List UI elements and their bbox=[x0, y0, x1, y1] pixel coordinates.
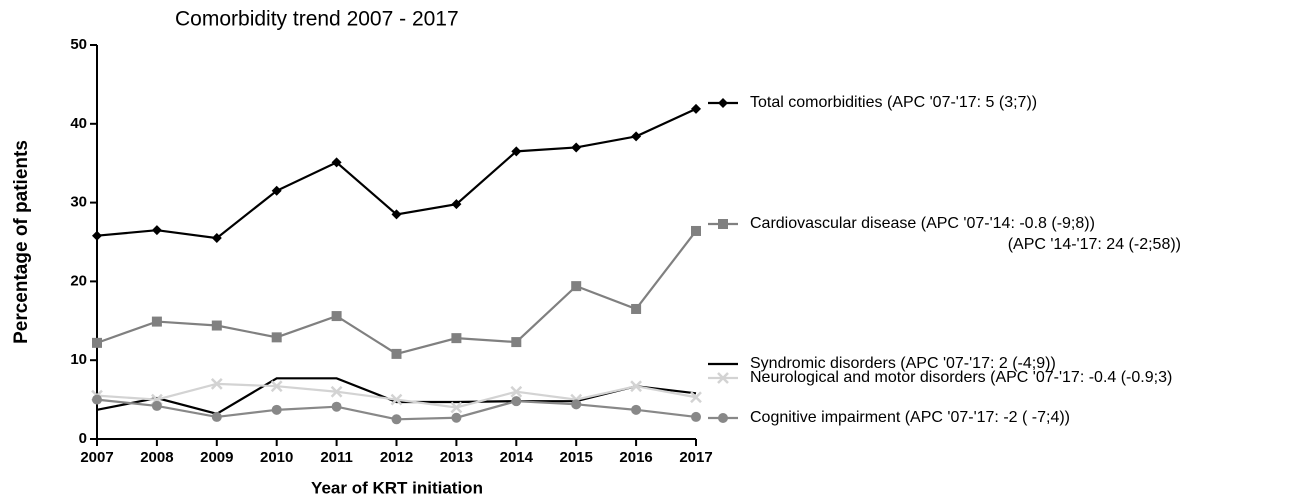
legend-marker bbox=[717, 372, 729, 384]
marker bbox=[211, 411, 222, 422]
x-tick-label: 2008 bbox=[140, 449, 173, 466]
y-tick-label: 30 bbox=[70, 194, 87, 211]
marker bbox=[451, 333, 462, 344]
legend-label: (APC '14-'17: 24 (-2;58)) bbox=[1008, 236, 1181, 253]
marker bbox=[451, 199, 462, 210]
marker bbox=[151, 400, 162, 411]
marker bbox=[270, 380, 283, 393]
marker bbox=[391, 209, 402, 220]
marker bbox=[571, 142, 582, 153]
marker bbox=[691, 103, 701, 114]
marker bbox=[330, 385, 343, 398]
marker bbox=[331, 157, 342, 168]
marker bbox=[571, 281, 582, 292]
marker bbox=[690, 391, 702, 404]
x-tick-label: 2010 bbox=[260, 449, 293, 466]
y-tick-label: 40 bbox=[70, 115, 87, 132]
x-tick-label: 2012 bbox=[380, 449, 413, 466]
series-line bbox=[96, 377, 697, 415]
marker bbox=[631, 131, 642, 142]
x-tick-label: 2015 bbox=[560, 449, 593, 466]
marker bbox=[511, 337, 522, 348]
x-tick-label: 2017 bbox=[679, 449, 712, 466]
series-line bbox=[96, 230, 697, 356]
y-tick-label: 10 bbox=[70, 351, 87, 368]
marker bbox=[151, 316, 162, 327]
y-axis-label: Percentage of patients bbox=[11, 140, 32, 344]
x-tick-label: 2014 bbox=[500, 449, 534, 466]
x-tick-label: 2011 bbox=[320, 449, 353, 466]
marker bbox=[271, 404, 282, 415]
y-tick-label: 20 bbox=[70, 272, 87, 289]
marker bbox=[390, 393, 403, 406]
marker bbox=[511, 146, 522, 157]
marker bbox=[511, 396, 522, 407]
legend-label: Cardiovascular disease (APC '07-'14: -0.… bbox=[750, 215, 1095, 232]
marker bbox=[211, 233, 222, 244]
x-axis-label: Year of KRT initiation bbox=[311, 478, 483, 497]
marker bbox=[151, 225, 162, 236]
y-tick-label: 50 bbox=[70, 36, 87, 53]
y-tick-label: 0 bbox=[79, 430, 87, 447]
marker bbox=[631, 404, 642, 415]
marker bbox=[92, 337, 102, 348]
marker bbox=[92, 394, 102, 405]
marker bbox=[391, 414, 402, 425]
marker bbox=[691, 411, 701, 422]
legend-label: Total comorbidities (APC '07-'17: 5 (3;7… bbox=[750, 94, 1037, 111]
legend-marker bbox=[718, 413, 728, 423]
marker bbox=[391, 348, 402, 359]
marker bbox=[510, 385, 523, 398]
series-line bbox=[96, 382, 697, 409]
marker bbox=[450, 401, 463, 414]
legend-marker bbox=[718, 98, 728, 108]
marker bbox=[691, 225, 701, 236]
x-tick-label: 2013 bbox=[440, 449, 473, 466]
legend-marker bbox=[718, 219, 728, 229]
legend-label: Cognitive impairment (APC '07-'17: -2 ( … bbox=[750, 409, 1070, 426]
marker bbox=[92, 230, 102, 241]
x-tick-label: 2016 bbox=[619, 449, 652, 466]
marker bbox=[451, 412, 462, 423]
marker bbox=[571, 399, 582, 410]
marker bbox=[271, 332, 282, 343]
legend-label: Neurological and motor disorders (APC '0… bbox=[750, 369, 1172, 386]
marker bbox=[631, 303, 642, 314]
marker bbox=[211, 320, 222, 331]
chart-title: Comorbidity trend 2007 - 2017 bbox=[175, 8, 459, 31]
marker bbox=[630, 380, 642, 393]
x-tick-label: 2007 bbox=[80, 449, 113, 466]
marker bbox=[331, 401, 342, 412]
marker bbox=[331, 311, 342, 322]
marker bbox=[210, 377, 223, 390]
x-tick-label: 2009 bbox=[200, 449, 233, 466]
legend-label: Syndromic disorders (APC '07-'17: 2 (-4;… bbox=[750, 355, 1056, 372]
marker bbox=[271, 185, 282, 196]
